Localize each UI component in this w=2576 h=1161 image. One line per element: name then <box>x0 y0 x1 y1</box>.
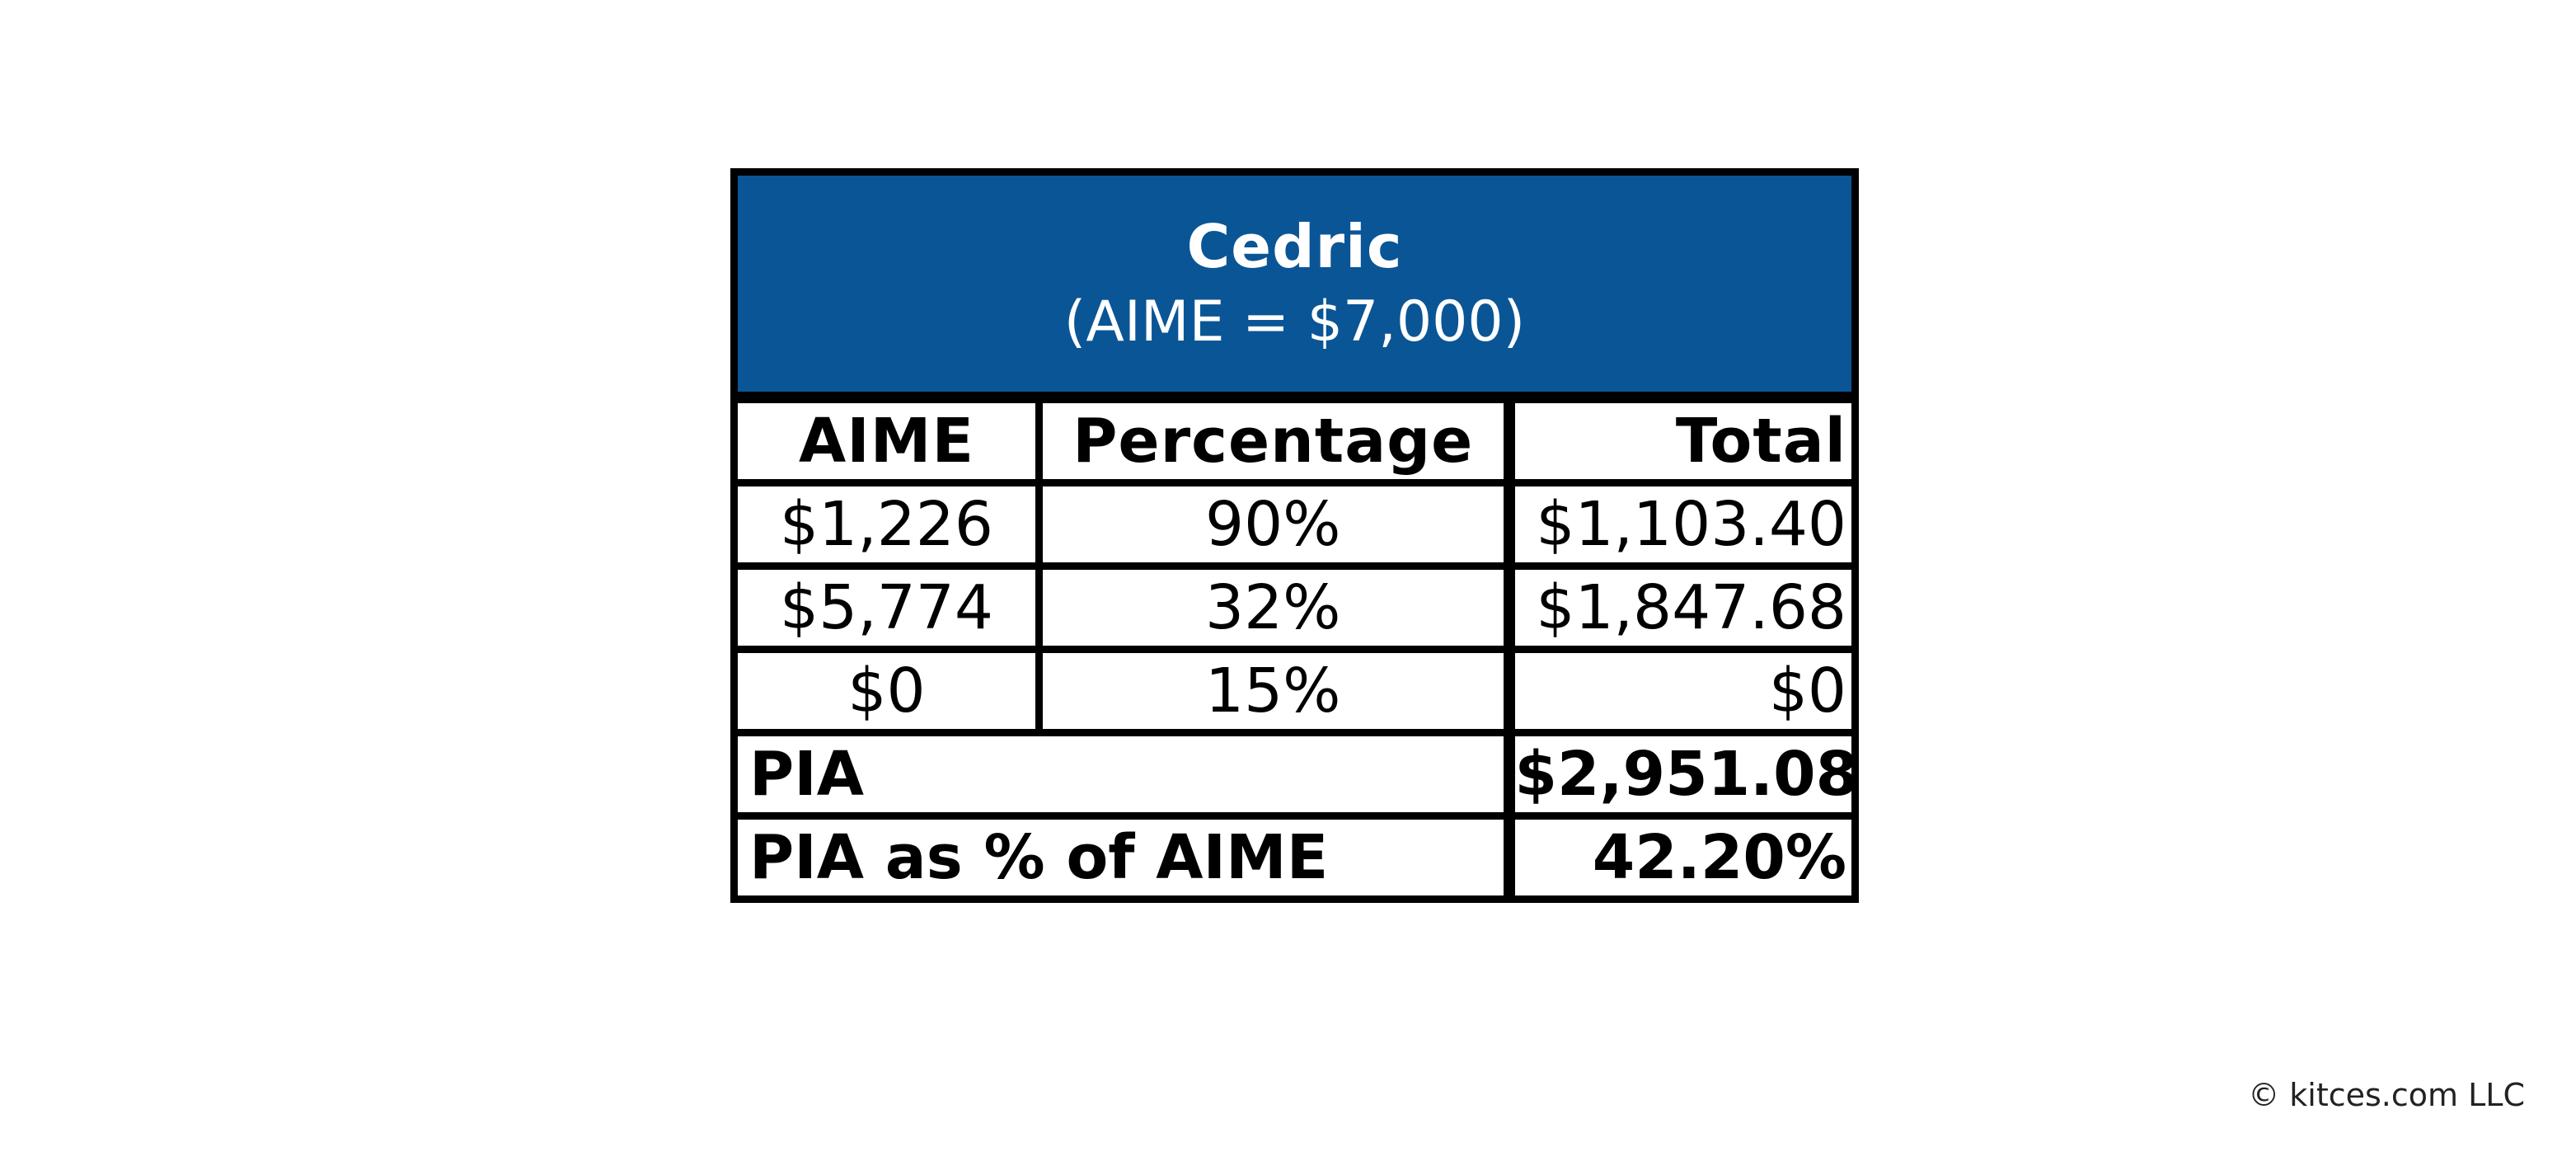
column-header-total: Total <box>1503 393 1859 486</box>
pia-table: Cedric (AIME = $7,000) AIME Percentage T… <box>730 168 1859 903</box>
summary-row-pia: PIA $2,951.08 <box>730 729 1859 820</box>
summary-label: PIA as % of AIME <box>730 812 1513 903</box>
cell-percentage: 15% <box>1035 646 1513 736</box>
table-row: $1,226 90% $1,103.40 <box>730 479 1859 570</box>
summary-value: 42.20% <box>1503 812 1859 903</box>
cell-total: $1,103.40 <box>1503 479 1859 570</box>
column-header-percentage: Percentage <box>1035 393 1513 486</box>
column-header-aime: AIME <box>730 393 1043 486</box>
copyright-notice: © kitces.com LLC <box>2248 1077 2525 1113</box>
summary-value: $2,951.08 <box>1503 729 1859 820</box>
summary-row-pia-percent: PIA as % of AIME 42.20% <box>730 812 1859 903</box>
table-subtitle: (AIME = $7,000) <box>1063 289 1526 355</box>
table-header: Cedric (AIME = $7,000) <box>730 168 1859 403</box>
cell-total: $1,847.68 <box>1503 562 1859 653</box>
table-row: $5,774 32% $1,847.68 <box>730 562 1859 653</box>
cell-total: $0 <box>1503 646 1859 736</box>
summary-label: PIA <box>730 729 1513 820</box>
table-header-row: Cedric (AIME = $7,000) <box>730 168 1859 403</box>
cell-aime: $0 <box>730 646 1043 736</box>
cell-aime: $1,226 <box>730 479 1043 570</box>
table-row: $0 15% $0 <box>730 646 1859 736</box>
cell-percentage: 32% <box>1035 562 1513 653</box>
cell-percentage: 90% <box>1035 479 1513 570</box>
column-header-row: AIME Percentage Total <box>730 393 1859 486</box>
cell-aime: $5,774 <box>730 562 1043 653</box>
table-title: Cedric <box>1186 212 1403 281</box>
